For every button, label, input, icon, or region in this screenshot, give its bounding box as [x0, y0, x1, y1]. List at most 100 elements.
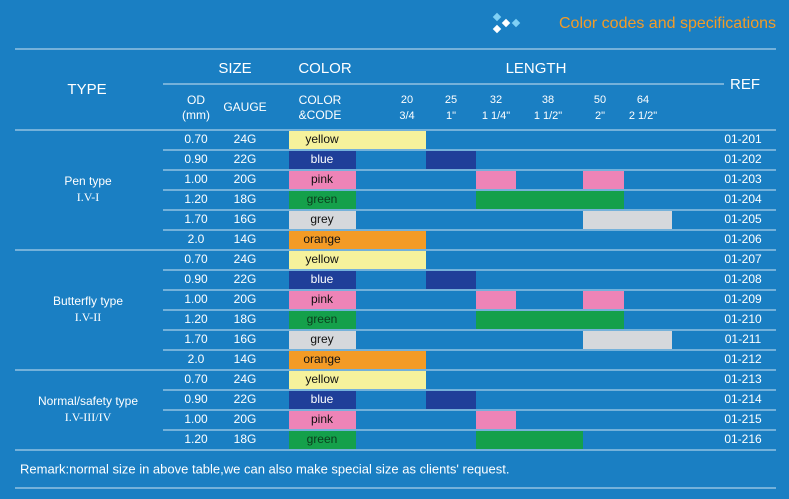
length-head: 1 1/2"	[534, 110, 562, 122]
color-swatch	[289, 151, 356, 169]
col-head: REF	[730, 76, 760, 93]
od: 1.00	[184, 292, 208, 306]
sub-head: OD	[187, 93, 205, 107]
gauge: 24G	[234, 132, 257, 146]
color-swatch	[289, 171, 356, 189]
length-bar	[356, 371, 426, 389]
color-swatch	[289, 291, 356, 309]
length-bar	[624, 211, 672, 229]
color-swatch	[289, 191, 356, 209]
length-bar	[516, 311, 583, 329]
ref: 01-205	[724, 212, 762, 226]
od: 0.70	[184, 372, 208, 386]
gauge: 20G	[234, 172, 257, 186]
od: 1.70	[184, 212, 208, 226]
ref: 01-203	[724, 172, 762, 186]
color-code: orange	[303, 352, 341, 366]
gauge: 18G	[234, 432, 257, 446]
length-bar	[426, 391, 476, 409]
od: 1.20	[184, 432, 208, 446]
color-code: blue	[311, 392, 334, 406]
length-bar	[583, 211, 624, 229]
ref: 01-202	[724, 152, 762, 166]
col-head: TYPE	[67, 81, 106, 98]
gauge: 20G	[234, 292, 257, 306]
length-head: 3/4	[399, 110, 414, 122]
remark: Remark:normal size in above table,we can…	[20, 461, 510, 476]
col-head: LENGTH	[506, 60, 567, 77]
color-code: green	[307, 312, 338, 326]
color-swatch	[289, 351, 356, 369]
length-bar	[476, 291, 516, 309]
length-bar	[583, 191, 624, 209]
od: 2.0	[188, 232, 205, 246]
color-swatch	[289, 271, 356, 289]
length-head: 1"	[446, 110, 456, 122]
color-swatch	[289, 331, 356, 349]
gauge: 24G	[234, 372, 257, 386]
type-code: I.V-II	[75, 310, 102, 324]
length-head: 1 1/4"	[482, 110, 510, 122]
length-head: 50	[594, 94, 606, 106]
color-code: blue	[311, 272, 334, 286]
length-bar	[624, 331, 672, 349]
color-code: pink	[311, 292, 334, 306]
length-bar	[426, 271, 476, 289]
type-name: Butterfly type	[53, 294, 123, 308]
color-swatch	[289, 131, 356, 149]
gauge: 20G	[234, 412, 257, 426]
od: 0.70	[184, 132, 208, 146]
type-name: Normal/safety type	[38, 394, 138, 408]
length-bar	[356, 231, 426, 249]
length-bar	[476, 431, 516, 449]
col-head: SIZE	[218, 60, 251, 77]
length-bar	[476, 311, 516, 329]
od: 0.90	[184, 152, 208, 166]
color-code: pink	[311, 172, 334, 186]
ref: 01-204	[724, 192, 762, 206]
color-code: orange	[303, 232, 341, 246]
gauge: 24G	[234, 252, 257, 266]
color-code: yellow	[305, 372, 339, 386]
color-swatch	[289, 311, 356, 329]
length-bar	[356, 351, 426, 369]
sub-head: (mm)	[182, 108, 210, 122]
length-bar	[583, 331, 624, 349]
color-code: yellow	[305, 252, 339, 266]
gauge: 14G	[234, 352, 257, 366]
ref: 01-210	[724, 312, 762, 326]
length-bar	[426, 151, 476, 169]
color-swatch	[289, 431, 356, 449]
sub-head: COLOR	[299, 93, 342, 107]
ref: 01-209	[724, 292, 762, 306]
length-head: 38	[542, 94, 554, 106]
length-head: 20	[401, 94, 413, 106]
length-head: 32	[490, 94, 502, 106]
gauge: 16G	[234, 212, 257, 226]
od: 1.70	[184, 332, 208, 346]
title: Color codes and specifications	[559, 15, 776, 32]
color-swatch	[289, 411, 356, 429]
length-bar	[583, 311, 624, 329]
gauge: 22G	[234, 152, 257, 166]
color-code: yellow	[305, 132, 339, 146]
color-code: blue	[311, 152, 334, 166]
sub-head: &CODE	[299, 108, 342, 122]
gauge: 16G	[234, 332, 257, 346]
ref: 01-214	[724, 392, 762, 406]
ref: 01-215	[724, 412, 762, 426]
ref: 01-213	[724, 372, 762, 386]
od: 0.70	[184, 252, 208, 266]
length-bar	[356, 131, 426, 149]
color-swatch	[289, 251, 356, 269]
od: 1.00	[184, 412, 208, 426]
type-code: I.V-I	[77, 190, 100, 204]
logo-icon	[492, 12, 521, 34]
col-head: COLOR	[298, 60, 352, 77]
length-bar	[516, 191, 583, 209]
gauge: 22G	[234, 392, 257, 406]
gauge: 18G	[234, 192, 257, 206]
gauge: 14G	[234, 232, 257, 246]
ref: 01-207	[724, 252, 762, 266]
